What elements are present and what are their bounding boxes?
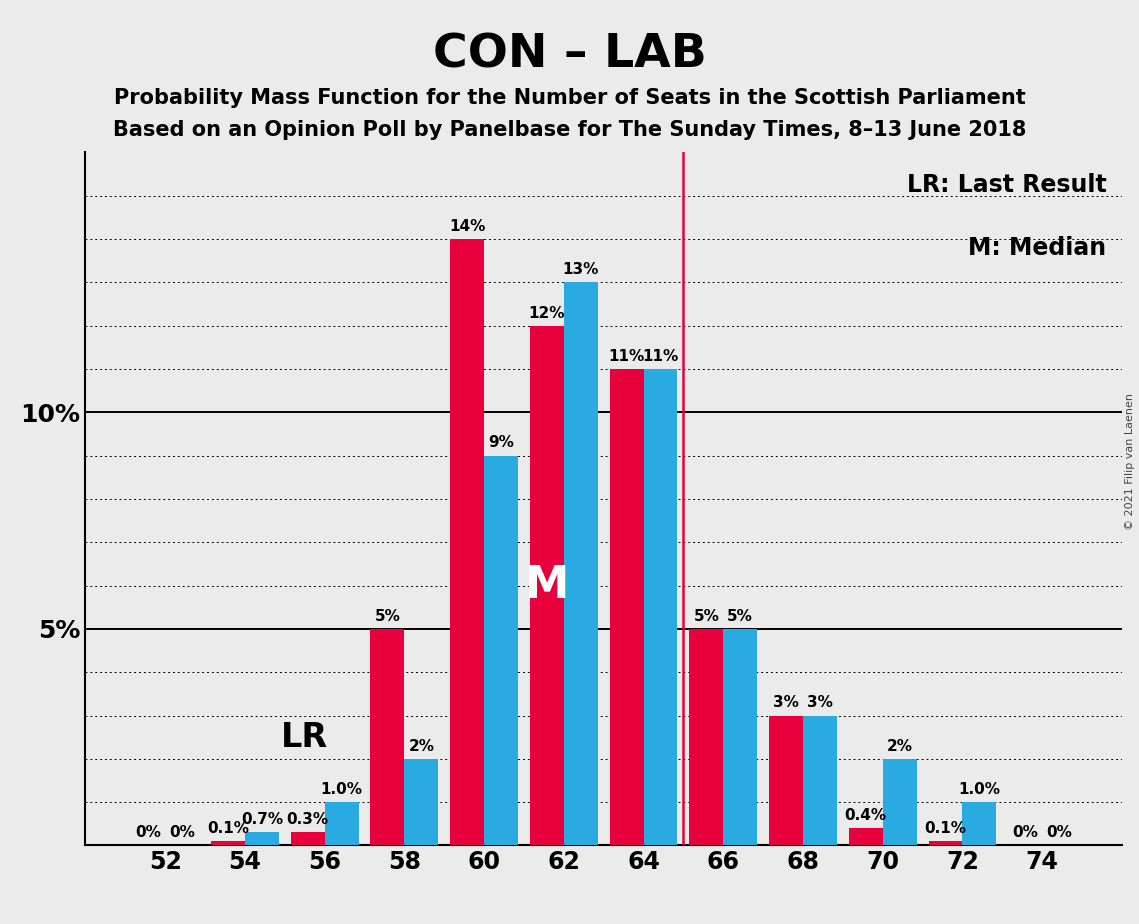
Bar xyxy=(849,828,883,845)
Text: CON – LAB: CON – LAB xyxy=(433,32,706,78)
Bar xyxy=(883,759,917,845)
Text: 5%: 5% xyxy=(694,609,719,624)
Text: 0.1%: 0.1% xyxy=(925,821,967,836)
Bar xyxy=(689,629,723,845)
Text: 2%: 2% xyxy=(886,738,912,754)
Bar xyxy=(325,802,359,845)
Bar xyxy=(370,629,404,845)
Text: 2%: 2% xyxy=(408,738,434,754)
Text: 0%: 0% xyxy=(1013,825,1038,840)
Bar xyxy=(290,833,325,845)
Bar xyxy=(723,629,757,845)
Bar xyxy=(609,369,644,845)
Text: LR: LR xyxy=(281,721,328,754)
Text: 1.0%: 1.0% xyxy=(320,782,362,796)
Text: 0%: 0% xyxy=(136,825,161,840)
Bar xyxy=(644,369,678,845)
Text: Probability Mass Function for the Number of Seats in the Scottish Parliament: Probability Mass Function for the Number… xyxy=(114,88,1025,108)
Text: © 2021 Filip van Laenen: © 2021 Filip van Laenen xyxy=(1125,394,1134,530)
Text: 14%: 14% xyxy=(449,219,485,234)
Text: Based on an Opinion Poll by Panelbase for The Sunday Times, 8–13 June 2018: Based on an Opinion Poll by Panelbase fo… xyxy=(113,120,1026,140)
Bar xyxy=(484,456,518,845)
Text: 11%: 11% xyxy=(608,349,645,364)
Bar xyxy=(928,841,962,845)
Text: 1.0%: 1.0% xyxy=(958,782,1000,796)
Text: 9%: 9% xyxy=(489,435,514,451)
Text: 3%: 3% xyxy=(808,696,833,711)
Bar xyxy=(404,759,439,845)
Bar xyxy=(245,833,279,845)
Bar xyxy=(962,802,997,845)
Text: 0.1%: 0.1% xyxy=(207,821,249,836)
Bar xyxy=(769,715,803,845)
Text: 0.4%: 0.4% xyxy=(845,808,887,823)
Bar xyxy=(564,283,598,845)
Text: 0%: 0% xyxy=(1047,825,1072,840)
Bar xyxy=(803,715,837,845)
Text: 5%: 5% xyxy=(728,609,753,624)
Bar xyxy=(530,326,564,845)
Text: 13%: 13% xyxy=(563,262,599,277)
Bar xyxy=(211,841,245,845)
Text: M: M xyxy=(525,564,570,607)
Text: 11%: 11% xyxy=(642,349,679,364)
Text: 0.3%: 0.3% xyxy=(287,812,329,827)
Text: M: Median: M: Median xyxy=(968,236,1106,260)
Text: 12%: 12% xyxy=(528,306,565,321)
Text: LR: Last Result: LR: Last Result xyxy=(907,174,1106,197)
Text: 3%: 3% xyxy=(773,696,798,711)
Text: 0%: 0% xyxy=(170,825,195,840)
Text: 0.7%: 0.7% xyxy=(240,812,282,827)
Bar xyxy=(450,239,484,845)
Text: 5%: 5% xyxy=(375,609,400,624)
